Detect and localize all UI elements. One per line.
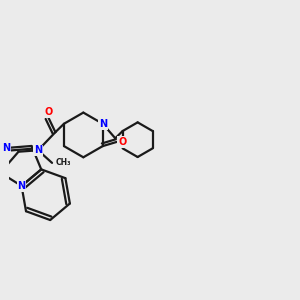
Text: N: N <box>34 145 42 155</box>
Text: N: N <box>2 143 10 153</box>
Text: N: N <box>99 119 107 129</box>
Text: N: N <box>17 181 26 191</box>
Text: O: O <box>118 137 126 147</box>
Text: O: O <box>44 107 52 117</box>
Text: CH₃: CH₃ <box>56 158 71 167</box>
